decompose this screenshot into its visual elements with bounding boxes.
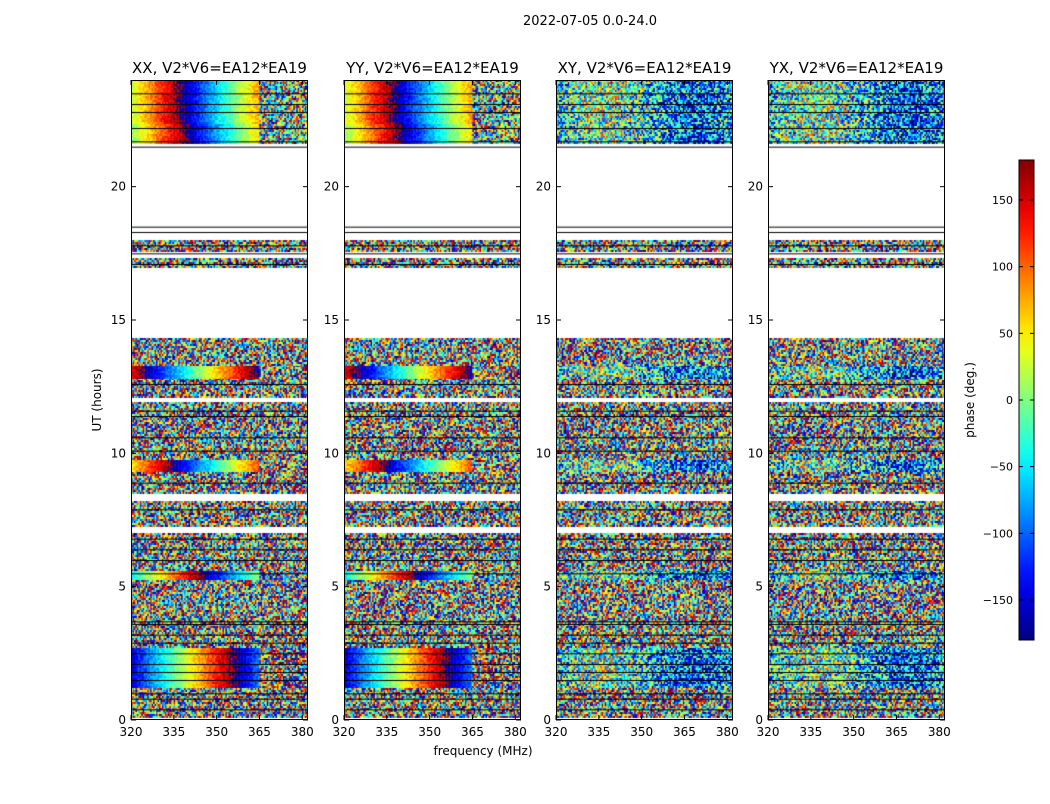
x-tick-label: 320: [120, 725, 143, 739]
y-tick-label: 20: [324, 180, 339, 194]
x-tick-label: 350: [630, 725, 653, 739]
y-tick-label: 15: [111, 313, 126, 327]
x-tick-label: 335: [799, 725, 822, 739]
axes-frame: [768, 80, 945, 720]
x-axis-label: frequency (MHz): [433, 744, 532, 758]
colorbar-label: phase (deg.): [963, 362, 977, 438]
x-tick-label: 380: [716, 725, 739, 739]
axes-frame: [131, 80, 308, 720]
y-tick-label: 0: [331, 713, 339, 727]
y-tick-label: 15: [324, 313, 339, 327]
panel-title: YX, V2*V6=EA12*EA19: [769, 59, 944, 77]
x-tick-label: 380: [291, 725, 314, 739]
panel-title: XX, V2*V6=EA12*EA19: [132, 59, 307, 77]
x-tick-label: 350: [842, 725, 865, 739]
colorbar-tick-label: 0: [1006, 394, 1013, 407]
x-tick-label: 320: [545, 725, 568, 739]
y-tick-label: 5: [543, 580, 551, 594]
y-tick-label: 10: [748, 446, 763, 460]
x-tick-label: 350: [418, 725, 441, 739]
x-tick-label: 365: [885, 725, 908, 739]
y-tick-label: 10: [536, 446, 551, 460]
colorbar-tick-label: −50: [990, 461, 1013, 474]
colorbar: 150 100 50 0 −50 −100 −150 phase (deg.): [963, 159, 1035, 641]
y-axis-label: UT (hours): [90, 368, 104, 431]
y-tick-label: 0: [755, 713, 763, 727]
x-tick-label: 365: [673, 725, 696, 739]
y-tick-label: 20: [111, 180, 126, 194]
y-tick-label: 5: [118, 580, 126, 594]
panel-3: XY, V2*V6=EA12*EA19 320 335 350 365 380 0 5 10 15…: [536, 59, 739, 739]
y-tick-label: 0: [118, 713, 126, 727]
y-tick-label: 10: [111, 446, 126, 460]
panel-4: YX, V2*V6=EA12*EA19 320 335 350 365 380 0 5 10 15…: [748, 59, 951, 739]
y-tick-label: 15: [748, 313, 763, 327]
axes-frame: [344, 80, 521, 720]
x-tick-label: 320: [757, 725, 780, 739]
phase-raster: [768, 80, 945, 720]
x-tick-label: 380: [504, 725, 527, 739]
figure-title: 2022-07-05 0.0-24.0: [523, 14, 657, 29]
x-tick-label: 365: [248, 725, 271, 739]
x-tick-label: 380: [928, 725, 951, 739]
panel-title: YY, V2*V6=EA12*EA19: [345, 59, 519, 77]
phase-raster: [344, 80, 521, 720]
y-tick-label: 0: [543, 713, 551, 727]
y-tick-label: 15: [536, 313, 551, 327]
colorbar-tick-label: 150: [992, 194, 1013, 207]
y-tick-label: 20: [748, 180, 763, 194]
phase-raster: [556, 80, 733, 720]
panel-2: YY, V2*V6=EA12*EA19 320 335 350 365 380 0 5 10 15…: [324, 59, 527, 739]
panel-title: XY, V2*V6=EA12*EA19: [558, 59, 732, 77]
y-tick-label: 5: [331, 580, 339, 594]
x-tick-label: 335: [587, 725, 610, 739]
x-tick-label: 335: [375, 725, 398, 739]
y-tick-label: 10: [324, 446, 339, 460]
y-tick-label: 5: [755, 580, 763, 594]
panel-1: XX, V2*V6=EA12*EA19 320 335 350 365 380 0 5 10 15…: [111, 59, 314, 739]
colorbar-tick-label: −150: [983, 594, 1013, 607]
x-tick-label: 365: [461, 725, 484, 739]
colorbar-tick-label: −100: [983, 527, 1013, 540]
x-tick-label: 335: [162, 725, 185, 739]
phase-raster: [131, 80, 308, 720]
colorbar-tick-label: 100: [992, 261, 1013, 274]
axes-frame: [556, 80, 733, 720]
x-tick-label: 320: [333, 725, 356, 739]
colorbar-tick-label: 50: [999, 327, 1013, 340]
x-tick-label: 350: [205, 725, 228, 739]
y-tick-label: 20: [536, 180, 551, 194]
